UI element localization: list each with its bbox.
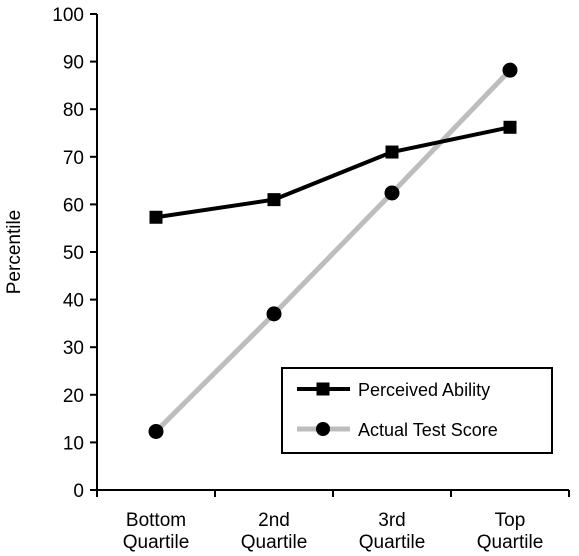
y-axis-title: Percentile: [4, 210, 25, 295]
legend-item: Actual Test Score: [297, 420, 498, 440]
series-line: [154, 68, 512, 434]
series-layer: [148, 62, 518, 439]
legend-label: Perceived Ability: [358, 380, 490, 400]
legend-marker-circle: [316, 422, 330, 436]
x-tick-label: 3rd Quartile: [359, 510, 426, 553]
x-tick-label: Bottom Quartile: [123, 510, 190, 553]
y-tick-label: 40: [63, 291, 84, 312]
x-ticks: Bottom Quartile 2nd Quartile 3rd Quartile Top Q…: [96, 490, 570, 553]
series-actual-test-score: [148, 62, 518, 439]
series-perceived-ability: [149, 120, 517, 224]
y-tick-label: 30: [63, 338, 84, 359]
series-line: [155, 125, 511, 220]
y-ticks: 0 10 20 30 40 50 60 70 80 90 100: [52, 5, 97, 502]
y-tick-label: 90: [63, 53, 84, 74]
data-point-circle: [384, 185, 400, 201]
y-tick-label: 100: [52, 5, 84, 26]
y-tick-label: 70: [63, 148, 84, 169]
data-point-square: [385, 145, 399, 159]
legend: Perceived Ability Actual Test Score: [281, 367, 553, 454]
y-tick-label: 10: [63, 433, 84, 454]
legend-marker-square: [316, 382, 330, 396]
data-point-square: [267, 193, 281, 207]
x-tick-label: Top Quartile: [477, 510, 544, 553]
y-tick-label: 50: [63, 243, 84, 264]
legend-item: Perceived Ability: [297, 380, 490, 400]
data-point-circle: [502, 62, 518, 78]
y-tick-label: 20: [63, 386, 84, 407]
x-tick-label: 2nd Quartile: [241, 510, 308, 553]
data-point-circle: [266, 306, 282, 322]
legend-box: [281, 367, 553, 454]
legend-label: Actual Test Score: [358, 420, 498, 440]
data-point-square: [503, 120, 517, 134]
data-point-circle: [148, 423, 164, 439]
y-tick-label: 0: [73, 481, 84, 502]
y-tick-label: 80: [63, 100, 84, 121]
data-point-square: [149, 210, 163, 224]
y-tick-label: 60: [63, 195, 84, 216]
